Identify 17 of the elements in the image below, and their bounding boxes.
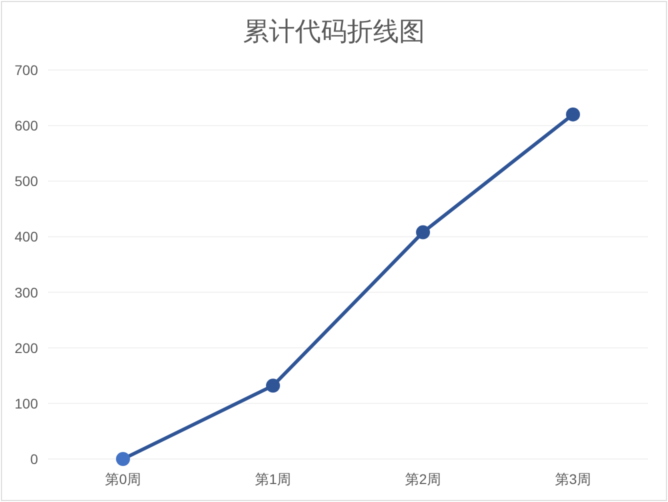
y-tick-label: 300 [14,284,38,300]
x-tick-label: 第3周 [555,471,591,487]
point [266,378,280,393]
y-tick-label: 100 [14,395,38,412]
x-tick-label: 第0周 [105,471,141,487]
y-tick-label: 700 [14,62,38,78]
y-tick-label: 0 [30,451,38,467]
x-tick-label: 第1周 [255,471,291,487]
chart-title: 累计代码折线图 [243,16,425,46]
x-tick-label: 第2周 [405,471,441,487]
point [416,225,430,240]
y-tick-label: 200 [14,340,38,356]
y-tick-label: 400 [14,228,38,245]
y-tick-label: 600 [14,118,38,134]
y-tick-label: 500 [14,173,38,190]
point [116,452,130,466]
point [566,107,580,122]
